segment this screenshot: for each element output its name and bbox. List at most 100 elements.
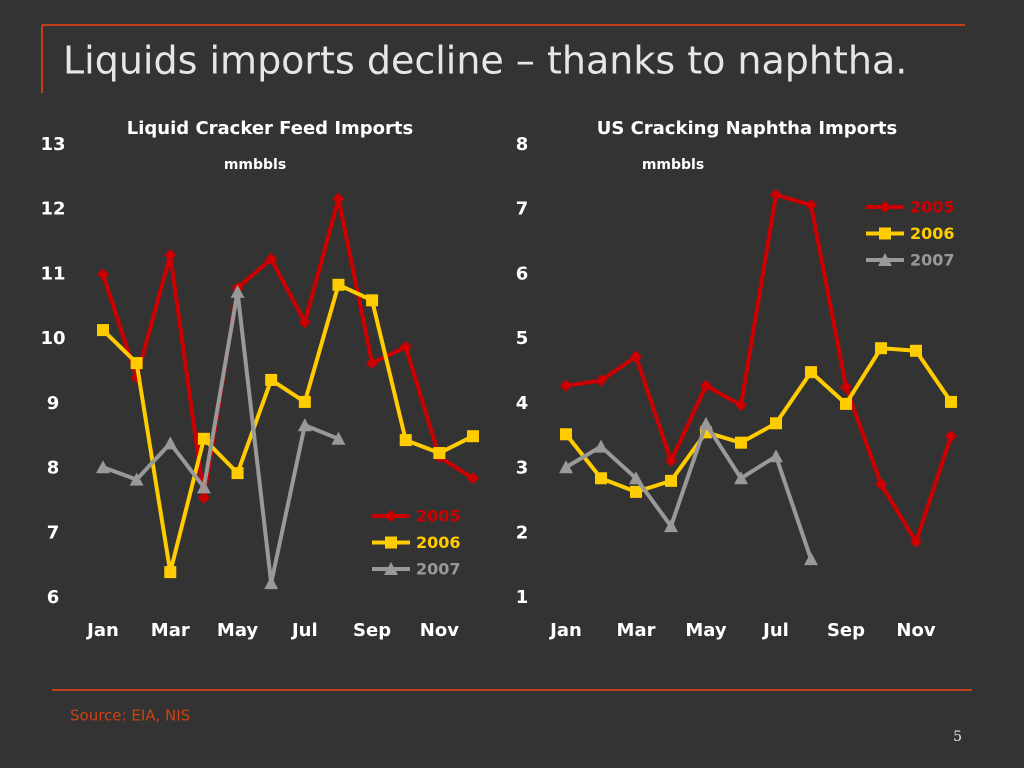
x-tick-label: Nov <box>420 620 459 641</box>
y-tick-label: 7 <box>47 522 60 543</box>
y-tick-label: 9 <box>47 393 60 414</box>
legend-label: 2006 <box>910 224 955 243</box>
data-point <box>559 460 573 474</box>
data-point <box>196 480 211 494</box>
data-point <box>840 397 852 410</box>
data-point <box>840 381 852 394</box>
data-point <box>164 566 177 579</box>
data-point <box>332 278 345 291</box>
data-point <box>366 357 379 370</box>
y-tick-label: 7 <box>516 199 529 220</box>
data-point <box>130 357 143 370</box>
series-line <box>101 196 475 500</box>
y-tick-label: 11 <box>40 263 65 284</box>
data-point <box>910 344 922 357</box>
x-tick-label: Jan <box>548 620 582 641</box>
x-tick-label: Jan <box>85 620 119 641</box>
data-point <box>875 478 887 491</box>
x-tick-label: Nov <box>896 620 935 641</box>
x-tick-label: Sep <box>827 620 865 641</box>
data-point <box>467 430 479 443</box>
data-point <box>399 434 412 447</box>
data-point <box>265 373 278 386</box>
slide-title: Liquids imports decline – thanks to naph… <box>63 39 907 83</box>
data-point <box>332 192 345 205</box>
data-point <box>231 467 244 480</box>
data-point <box>197 491 210 504</box>
legend-label: 2006 <box>416 533 461 552</box>
data-point <box>399 340 412 353</box>
x-tick-label: Sep <box>353 620 391 641</box>
data-point <box>298 316 311 329</box>
data-point <box>699 416 713 430</box>
y-tick-label: 1 <box>516 587 529 608</box>
data-point <box>560 428 572 441</box>
data-point <box>630 350 642 363</box>
data-point <box>735 436 747 449</box>
y-tick-label: 2 <box>516 522 529 543</box>
chart-title: US Cracking Naphtha Imports <box>597 118 898 139</box>
y-tick-label: 6 <box>516 263 529 284</box>
legend-label: 2005 <box>416 507 461 526</box>
data-point <box>594 439 608 453</box>
y-tick-label: 6 <box>47 587 60 608</box>
data-point <box>804 552 818 566</box>
legend-label: 2007 <box>910 251 955 270</box>
y-tick-label: 8 <box>516 134 529 155</box>
data-point <box>230 284 245 298</box>
chart-subtitle: mmbbls <box>642 157 704 173</box>
y-tick-label: 13 <box>40 134 65 155</box>
data-point <box>734 471 748 485</box>
y-tick-label: 4 <box>516 393 529 414</box>
series-line <box>102 289 340 586</box>
y-tick-label: 8 <box>47 458 60 479</box>
data-point <box>630 485 642 498</box>
legend-marker <box>384 562 398 575</box>
data-point <box>770 417 782 430</box>
data-point <box>467 472 479 485</box>
x-tick-label: Mar <box>151 620 190 641</box>
x-tick-label: Mar <box>617 620 656 641</box>
data-point <box>945 395 957 408</box>
data-point <box>97 324 109 337</box>
data-point <box>769 449 783 463</box>
data-point <box>433 447 446 460</box>
y-tick-label: 3 <box>516 458 529 479</box>
source: Source: EIA, NIS <box>70 707 190 725</box>
chart-title: Liquid Cracker Feed Imports <box>127 118 413 139</box>
data-point <box>665 454 677 467</box>
chart-subtitle: mmbbls <box>224 157 286 173</box>
data-point <box>298 395 311 408</box>
data-point <box>164 249 177 262</box>
data-point <box>735 399 747 412</box>
data-point <box>629 471 643 485</box>
y-tick-label: 10 <box>40 328 65 349</box>
data-point <box>595 374 607 387</box>
data-point <box>910 535 922 548</box>
data-point <box>129 472 144 486</box>
data-point <box>264 576 279 590</box>
data-point <box>665 474 677 487</box>
legend-label: 2005 <box>910 198 955 217</box>
data-point <box>805 366 817 379</box>
data-point <box>700 379 712 392</box>
data-point <box>875 342 887 355</box>
data-point <box>366 294 379 307</box>
legend-marker <box>385 536 397 549</box>
data-point <box>331 431 346 445</box>
data-point <box>297 418 312 432</box>
data-point <box>595 472 607 485</box>
y-tick-label: 12 <box>40 199 65 220</box>
data-point <box>560 379 572 392</box>
data-point <box>163 436 178 450</box>
page-number: 5 <box>953 729 962 745</box>
series-line <box>565 192 953 544</box>
legend-marker <box>879 201 891 213</box>
legend-label: 2007 <box>416 560 461 579</box>
data-point <box>664 519 678 533</box>
x-tick-label: Jul <box>761 620 789 641</box>
x-tick-label: Jul <box>290 620 318 641</box>
data-point <box>265 252 278 265</box>
